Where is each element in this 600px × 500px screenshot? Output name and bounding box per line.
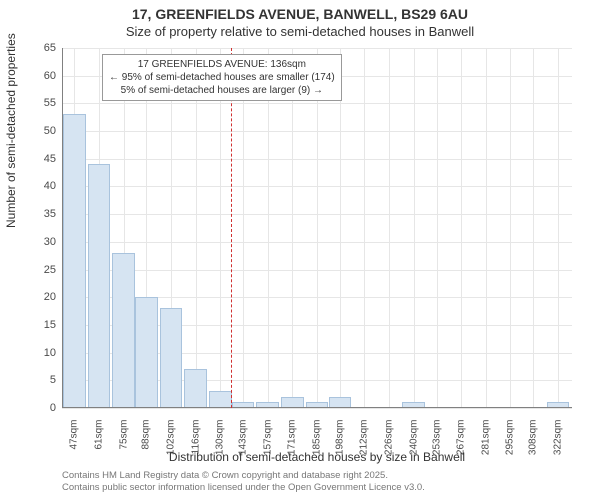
x-axis-title: Distribution of semi-detached houses by … [62,450,572,464]
y-tick-label: 45 [26,153,56,165]
y-tick-label: 55 [26,97,56,109]
annotation-line: 5% of semi-detached houses are larger (9… [109,84,335,97]
histogram-bar [135,297,158,408]
gridline-v [196,48,197,408]
gridline-v [486,48,487,408]
gridline-v [437,48,438,408]
y-tick-label: 30 [26,236,56,248]
gridline-v [461,48,462,408]
x-axis-line [62,407,572,408]
gridline-v [268,48,269,408]
chart-title: 17, GREENFIELDS AVENUE, BANWELL, BS29 6A… [0,0,600,22]
y-axis-title: Number of semi-detached properties [4,33,18,228]
attribution-line: Contains public sector information licen… [62,482,425,494]
y-tick-label: 0 [26,402,56,414]
y-tick-label: 20 [26,291,56,303]
annotation-box: 17 GREENFIELDS AVENUE: 136sqm← 95% of se… [102,54,342,101]
gridline-v [317,48,318,408]
gridline-v [510,48,511,408]
gridline-v [533,48,534,408]
reference-line [231,48,232,408]
histogram-bar [88,164,111,408]
y-tick-label: 40 [26,180,56,192]
y-tick-label: 10 [26,347,56,359]
gridline-v [414,48,415,408]
chart-subtitle: Size of property relative to semi-detach… [0,22,600,43]
gridline-h [62,408,572,409]
histogram-bar [184,369,207,408]
y-tick-label: 5 [26,374,56,386]
attribution-line: Contains HM Land Registry data © Crown c… [62,470,425,482]
plot-area: 17 GREENFIELDS AVENUE: 136sqm← 95% of se… [62,48,572,408]
attribution-text: Contains HM Land Registry data © Crown c… [62,470,425,494]
gridline-v [292,48,293,408]
annotation-line: 17 GREENFIELDS AVENUE: 136sqm [109,58,335,71]
histogram-bar [63,114,86,408]
gridline-v [389,48,390,408]
histogram-bar [160,308,183,408]
annotation-line: ← 95% of semi-detached houses are smalle… [109,71,335,84]
chart-container: 17, GREENFIELDS AVENUE, BANWELL, BS29 6A… [0,0,600,500]
y-tick-label: 65 [26,42,56,54]
y-axis-line [62,48,63,408]
y-tick-label: 50 [26,125,56,137]
y-tick-label: 35 [26,208,56,220]
gridline-v [558,48,559,408]
y-tick-label: 15 [26,319,56,331]
gridline-v [340,48,341,408]
gridline-v [364,48,365,408]
gridline-v [243,48,244,408]
y-tick-label: 25 [26,264,56,276]
gridline-v [220,48,221,408]
histogram-bar [112,253,135,408]
y-tick-label: 60 [26,70,56,82]
histogram-bar [209,391,232,408]
